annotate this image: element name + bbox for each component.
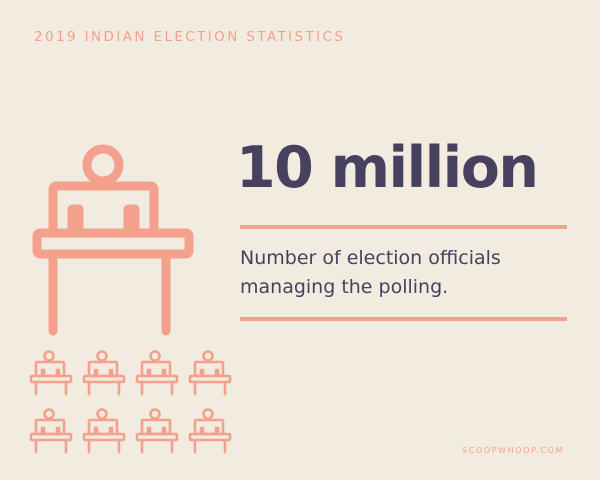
- stat-description: Number of election officials managing th…: [240, 244, 570, 302]
- election-official-icon: [32, 144, 194, 336]
- footer-brand: SCOOPWHOOP.COM: [462, 446, 564, 455]
- election-official-at-desk-icon: [82, 408, 126, 454]
- divider-bottom: [240, 317, 567, 321]
- stat-value: 10 million: [236, 135, 539, 201]
- infographic-title: 2019 INDIAN ELECTION STATISTICS: [34, 29, 346, 45]
- divider-top: [240, 225, 567, 229]
- election-official-at-desk-icon: [29, 350, 73, 396]
- stat-description-line-1: Number of election officials: [240, 247, 501, 269]
- officials-grid: [28, 350, 238, 454]
- election-official-at-desk-icon: [135, 408, 179, 454]
- election-official-at-desk-icon: [29, 408, 73, 454]
- election-official-at-desk-icon: [135, 350, 179, 396]
- election-official-at-desk-icon: [188, 408, 232, 454]
- election-official-at-desk-icon: [82, 350, 126, 396]
- stat-description-line-2: managing the polling.: [240, 276, 449, 298]
- election-official-at-desk-icon: [188, 350, 232, 396]
